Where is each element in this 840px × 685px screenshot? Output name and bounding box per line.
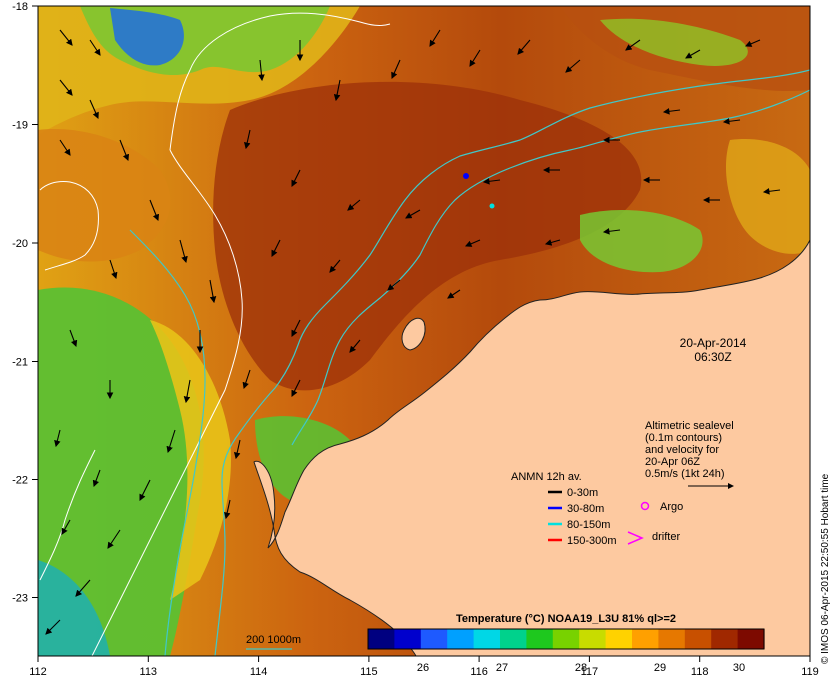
anmn-legend-label: 30-80m: [567, 503, 604, 515]
anmn-legend-title: ANMN 12h av.: [511, 471, 582, 483]
sealevel-note-line: Altimetric sealevel: [645, 420, 734, 432]
colorbar-tick-label: 26: [417, 662, 429, 674]
y-tick-label: -18: [12, 1, 28, 13]
sealevel-contours: [39, 12, 391, 656]
colorbar-cell: [394, 629, 422, 649]
colorbar-tick-label: 28: [575, 662, 587, 674]
y-tick-label: -22: [12, 475, 28, 487]
x-tick-label: 114: [250, 666, 268, 678]
sst-patch-southwest-green: [38, 287, 204, 656]
colorbar-title: Temperature (°C) NOAA19_L3U 81% ql>=2: [456, 613, 676, 625]
sst-patch-north-blue: [110, 8, 184, 66]
colorbar-cell: [420, 629, 448, 649]
colorbar-tick-label: 29: [654, 662, 666, 674]
isobath-legend-label: 200 1000m: [246, 634, 301, 646]
x-tick-label: 117: [581, 666, 599, 678]
colorbar-cell: [447, 629, 475, 649]
colorbar-cell: [579, 629, 607, 649]
colorbar-frame: [367, 628, 765, 650]
plot-frame: [37, 5, 811, 657]
colorbar-cell: [552, 629, 580, 649]
y-tick-label: -21: [12, 357, 28, 369]
sst-patch-west-warm: [38, 129, 171, 262]
colorbar-cell: [368, 629, 395, 649]
colorbar-cell: [737, 629, 765, 649]
colorbar-tick-label: 30: [733, 662, 745, 674]
sealevel-note-line: 20-Apr 06Z: [645, 456, 700, 468]
sst-patch-southcoast-green: [255, 416, 350, 500]
imos-credit: © IMOS 06-Apr-2015 22:50:55 Hobart time: [820, 473, 831, 664]
x-tick-label: 118: [691, 666, 709, 678]
sealevel-note: Altimetric sealevel (0.1m contours) and …: [645, 420, 734, 489]
colorbar-cell: [658, 629, 686, 649]
colorbar-cells: [368, 629, 765, 649]
map-time: 06:30Z: [694, 350, 731, 364]
y-tick-label: -23: [12, 593, 28, 605]
colorbar-cell: [605, 629, 633, 649]
sst-patch-east-green: [580, 210, 703, 273]
y-tick-label: -20: [12, 238, 28, 250]
argo-marker-map: [489, 203, 495, 209]
colorbar-cell: [711, 629, 739, 649]
drifter-legend-label: drifter: [652, 531, 680, 543]
velocity-arrows: [45, 29, 781, 635]
land-island: [401, 317, 426, 351]
map-plot-area: [38, 6, 810, 656]
anmn-legend: ANMN 12h av. 0-30m 30-80m 80-150m 150-30…: [511, 471, 617, 547]
x-tick-label: 112: [29, 666, 47, 678]
colorbar-cell: [684, 629, 712, 649]
y-tick-label: -19: [12, 120, 28, 132]
drifter-legend-icon: [627, 531, 644, 545]
temperature-colorbar: Temperature (°C) NOAA19_L3U 81% ql>=2 26…: [367, 613, 765, 674]
argo-marker-map-2: [463, 173, 469, 179]
isobath-contours: [129, 69, 810, 656]
argo-legend-icon: [640, 501, 650, 511]
colorbar-cell: [500, 629, 527, 649]
sealevel-note-line: (0.1m contours): [645, 432, 722, 444]
land-australia: [253, 239, 810, 656]
anmn-legend-label: 150-300m: [567, 535, 617, 547]
anmn-legend-label: 80-150m: [567, 519, 610, 531]
sst-patch-east-green-2: [725, 139, 810, 254]
colorbar-cell: [473, 629, 501, 649]
anmn-legend-label: 0-30m: [567, 487, 598, 499]
x-tick-label: 119: [801, 666, 819, 678]
x-tick-label: 116: [470, 666, 488, 678]
y-axis: -18 -19 -20 -21 -22 -23: [12, 1, 38, 605]
map-date: 20-Apr-2014: [680, 336, 747, 350]
colorbar-tick-label: 27: [496, 662, 508, 674]
sealevel-note-line: 0.5m/s (1kt 24h): [645, 468, 724, 480]
colorbar-cell: [632, 629, 659, 649]
colorbar-cell: [526, 629, 554, 649]
x-tick-label: 115: [360, 666, 378, 678]
sealevel-note-line: and velocity for: [645, 444, 719, 456]
sst-patch-far-southwest-cyan: [38, 560, 110, 656]
argo-legend-label: Argo: [660, 501, 683, 513]
x-axis: 112 113 114 115 116 117 118 119: [29, 656, 819, 678]
x-tick-label: 113: [140, 666, 158, 678]
sst-patch-northeast-green: [600, 18, 748, 66]
